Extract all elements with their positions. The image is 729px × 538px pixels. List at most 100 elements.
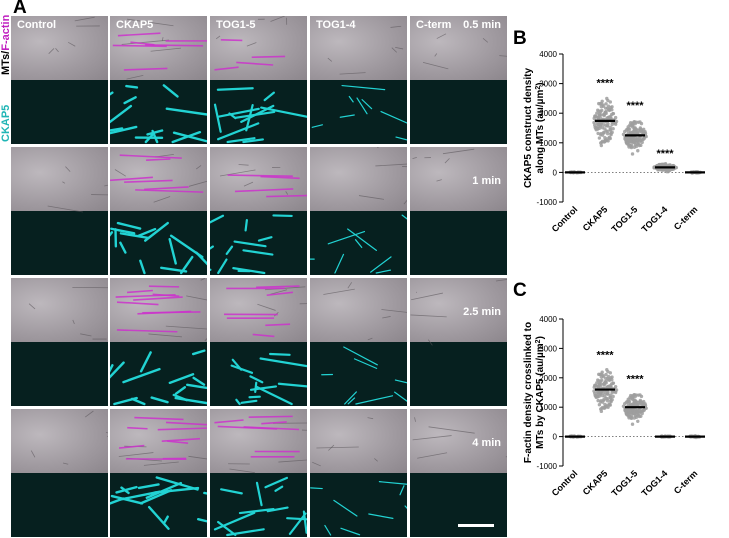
ckap5-filament	[137, 483, 160, 490]
ckap5-image	[210, 342, 307, 406]
ckap5-image	[310, 80, 407, 144]
actin-filament	[234, 188, 294, 193]
actin-filament	[133, 296, 183, 301]
ckap5-filament	[238, 507, 275, 515]
microtubule-line	[381, 309, 407, 313]
filament-overlay	[30, 410, 108, 465]
actin-filament	[110, 176, 153, 182]
microtubule-line	[391, 47, 398, 53]
microtubule-line	[74, 16, 95, 22]
ckap5-filament	[213, 511, 256, 531]
data-point	[602, 140, 606, 144]
microtubule-line	[395, 46, 404, 50]
microtubule-line	[215, 35, 221, 40]
ckap5-filament	[233, 240, 267, 248]
micrograph-cell: TOG1-5	[210, 16, 307, 144]
ckap5-filament	[341, 84, 386, 91]
mts-factin-image	[410, 16, 507, 80]
microtubule-line	[411, 292, 443, 301]
data-point	[636, 419, 640, 423]
ckap5-filament	[240, 399, 258, 404]
microtubule-line	[65, 166, 71, 172]
y-tick-label: 2000	[539, 374, 557, 383]
ckap5-filament	[378, 481, 407, 485]
ckap5-filament	[139, 259, 146, 275]
ckap5-filament	[113, 396, 138, 406]
mts-factin-image	[310, 147, 407, 211]
significance-label: ****	[656, 148, 674, 160]
data-point	[633, 399, 637, 404]
ckap5-filament	[264, 476, 289, 489]
ckap5-filament	[340, 527, 361, 536]
data-point	[638, 126, 643, 130]
microtubule-line	[436, 33, 447, 39]
ylabel-end: )	[535, 336, 546, 339]
micrograph-cell: TOG1-4	[310, 16, 407, 144]
time-label: 4 min	[472, 437, 501, 449]
data-point	[613, 122, 618, 126]
data-point	[626, 402, 631, 406]
filament-overlay	[213, 415, 307, 537]
microtubule-line	[347, 282, 353, 289]
ckap5-filament	[139, 351, 152, 373]
data-point	[599, 101, 603, 106]
data-point	[593, 383, 597, 387]
ckap5-filament	[122, 367, 161, 384]
significance-label: ****	[596, 77, 614, 89]
data-point	[599, 122, 603, 126]
ckap5-filament	[324, 524, 332, 536]
category-label: TOG1-4	[639, 204, 669, 234]
filament-overlay	[110, 278, 207, 406]
data-point	[597, 101, 601, 106]
ckap5-filament	[339, 114, 355, 118]
actin-filament	[248, 415, 293, 418]
data-point	[661, 162, 665, 167]
microtubule-line	[143, 461, 179, 466]
microtubule-line	[127, 18, 174, 27]
data-point	[607, 115, 611, 119]
actin-filament	[144, 186, 189, 191]
microtubule-line	[505, 456, 507, 458]
data-point	[601, 391, 606, 395]
data-point	[629, 396, 633, 401]
ckap5-filament	[354, 239, 363, 249]
ckap5-filament	[119, 241, 127, 254]
microtubule-line	[414, 417, 416, 422]
ckap5-filament	[244, 218, 248, 232]
microtubule-line	[323, 288, 355, 295]
category-label: CKAP5	[581, 204, 610, 233]
microtubule-line	[165, 325, 207, 330]
microtubule-line	[188, 180, 207, 187]
ckap5-filament	[286, 517, 307, 521]
mts-factin-image	[310, 278, 407, 342]
micrograph-cell	[210, 278, 307, 406]
ckap5-filament	[119, 232, 150, 240]
microtubule-line	[67, 41, 76, 47]
microtubule-line	[417, 452, 448, 459]
data-point	[636, 149, 640, 153]
ckap5-image	[11, 80, 108, 144]
filament-overlay	[110, 153, 207, 275]
ckap5-filament	[210, 245, 214, 250]
microtubule-line	[412, 435, 452, 441]
micrograph-cell	[110, 147, 207, 275]
data-point	[625, 141, 629, 145]
data-point	[636, 393, 640, 397]
ckap5-filament	[165, 107, 207, 116]
ckap5-filament	[254, 381, 258, 394]
data-point	[637, 414, 641, 419]
ckap5-filament	[348, 95, 354, 103]
data-point	[601, 374, 606, 379]
actin-filament	[157, 427, 207, 431]
data-point	[636, 120, 640, 124]
microtubule-line	[339, 72, 366, 75]
ckap5-filament	[146, 129, 164, 136]
microtubule-line	[150, 47, 182, 52]
microtubule-line	[104, 184, 108, 187]
microtubule-line	[264, 286, 306, 291]
microtubule-line	[243, 181, 254, 187]
ckap5-filament	[248, 395, 261, 399]
microtubule-line	[270, 16, 285, 22]
y-tick-label: 4000	[539, 50, 557, 59]
microtubule-line	[47, 205, 83, 213]
